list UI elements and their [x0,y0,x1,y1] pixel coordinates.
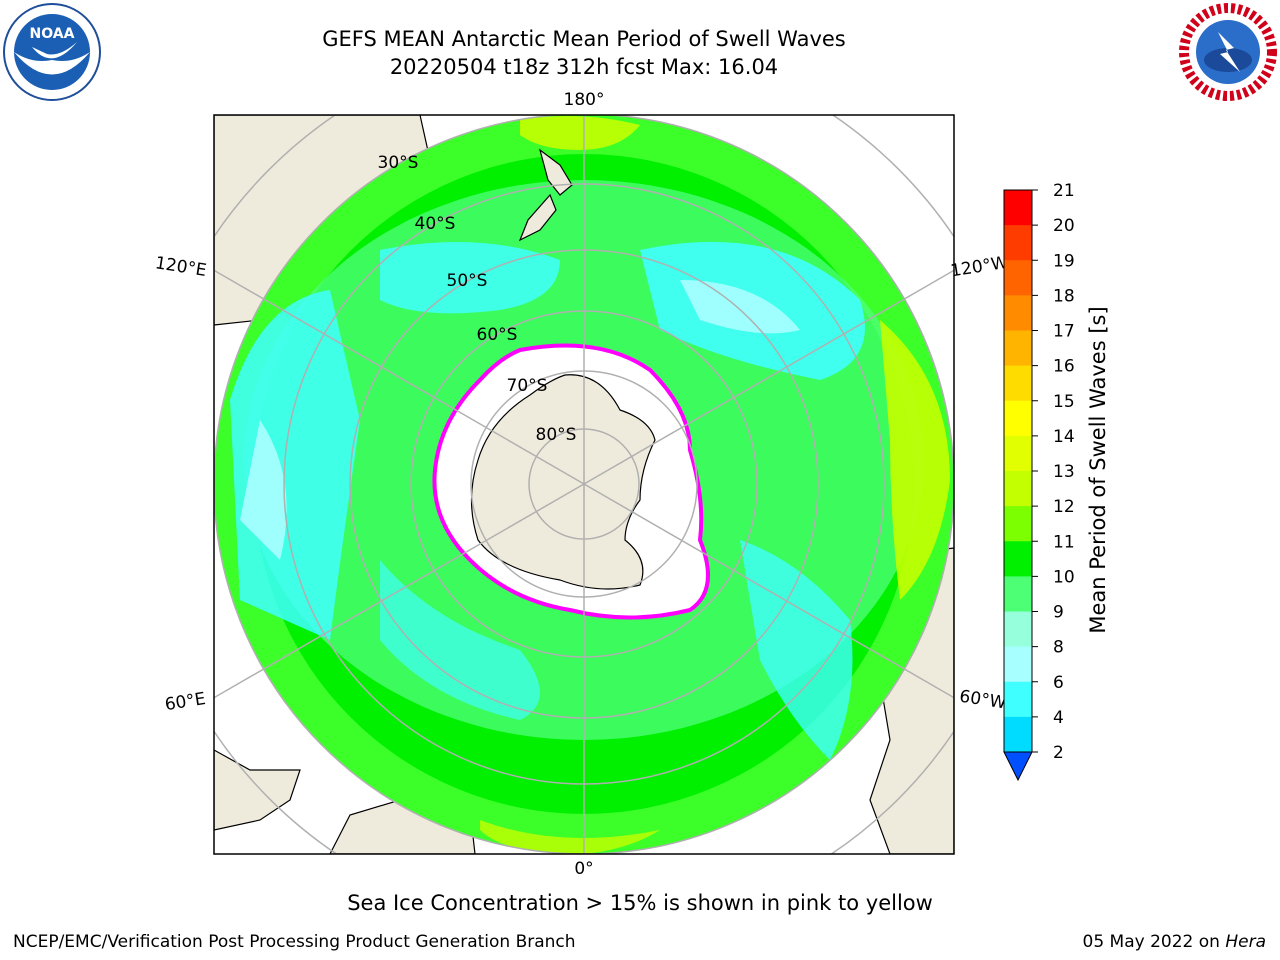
colorbar-segment [1004,646,1032,683]
colorbar-segment [1004,365,1032,402]
footer-date-text: 05 May 2022 on [1082,932,1220,952]
colorbar-tick-label: 10 [1053,567,1075,587]
colorbar-tick-label: 17 [1053,322,1075,342]
lat-label-40s: 40°S [415,214,456,234]
colorbar-title: Mean Period of Swell Waves [s] [1086,306,1110,634]
colorbar-tick-label: 20 [1053,216,1075,236]
colorbar-segment [1004,330,1032,367]
graticule [214,115,954,854]
colorbar-extend-arrow [1003,751,1033,782]
svg-text:NOAA: NOAA [30,26,75,42]
colorbar-segment [1004,681,1032,718]
lat-label-60s: 60°S [477,325,518,345]
colorbar-tick-label: 15 [1053,392,1075,412]
colorbar-tick-label: 21 [1053,181,1075,201]
lon-label-60e: 60°E [163,689,207,715]
colorbar-segment [1004,260,1032,296]
colorbar-tick-label: 4 [1053,708,1064,728]
colorbar-tick-label: 6 [1053,673,1064,693]
colorbar-segment [1004,190,1032,226]
lon-label-120e: 120°E [154,253,208,281]
footer-host: Hera [1225,932,1266,952]
colorbar-segment [1004,576,1032,612]
colorbar-segment [1004,611,1032,648]
colorbar-segment [1004,716,1032,753]
colorbar-tick-label: 16 [1053,357,1075,377]
footer-date: 05 May 2022 on Hera [1083,932,1267,952]
colorbar-tick-label: 18 [1053,286,1075,306]
colorbar-tick-label: 2 [1053,743,1064,763]
lon-label-0: 0° [574,859,593,879]
lat-label-50s: 50°S [447,271,488,291]
map-subtitle: 20220504 t18z 312h fcst Max: 16.04 [389,55,779,79]
colorbar-tick-label: 8 [1053,638,1064,658]
antarctica-land [470,374,656,590]
colorbar-segment [1004,400,1032,437]
nws-logo [1179,3,1277,101]
lat-label-70s: 70°S [507,376,548,396]
map-title: GEFS MEAN Antarctic Mean Period of Swell… [322,27,846,51]
colorbar-segment [1004,506,1032,542]
colorbar-segment [1004,295,1032,331]
lon-label-120w: 120°W [949,253,1009,282]
lon-label-60w: 60°W [958,687,1008,714]
colorbar-segment [1004,435,1032,472]
colorbar-tick-label: 19 [1053,251,1075,271]
colorbar-segment [1004,225,1032,261]
lat-label-80s: 80°S [536,425,577,445]
lon-label-180: 180° [564,90,605,110]
colorbar-tick-label: 9 [1053,603,1064,623]
new-zealand-north [538,148,573,196]
colorbar-tick-label: 12 [1053,497,1075,517]
colorbar-tick-label: 14 [1053,427,1075,447]
colorbar-tick-label: 13 [1053,462,1075,482]
noaa-logo: NOAA [3,3,101,101]
madagascar-land [214,749,301,831]
lat-label-30s: 30°S [378,153,419,173]
new-zealand-south [518,193,557,242]
colorbar: 21 20 19 18 17 16 15 14 13 12 11 10 9 8 6 4 2 [1003,181,1075,782]
colorbar-segment [1004,471,1032,507]
colorbar-tick-label: 11 [1053,532,1075,552]
sea-ice-note: Sea Ice Concentration > 15% is shown in … [347,891,933,915]
map-frame [213,114,955,855]
colorbar-segment [1004,541,1032,577]
footer-branch: NCEP/EMC/Verification Post Processing Pr… [13,932,576,952]
